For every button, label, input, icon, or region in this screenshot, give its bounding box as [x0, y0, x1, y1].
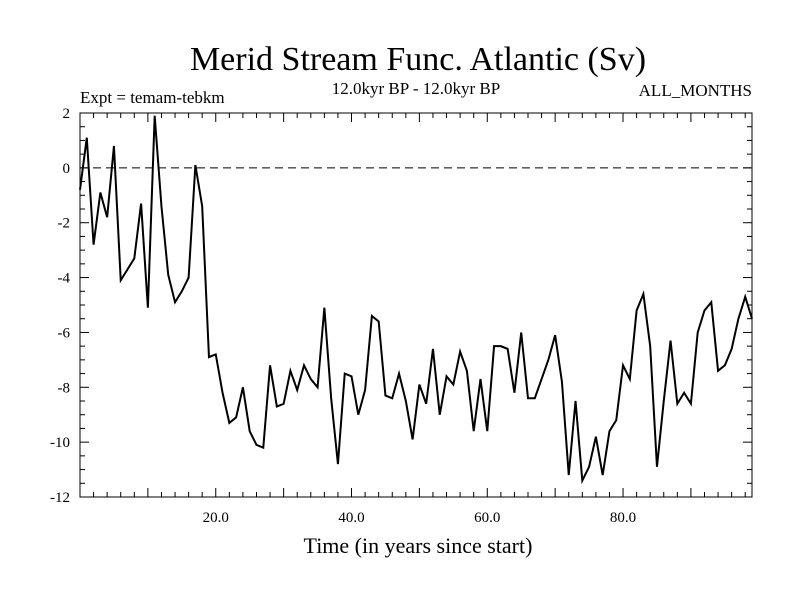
- x-tick-label: 20.0: [203, 510, 229, 526]
- chart-title: Merid Stream Func. Atlantic (Sv): [190, 41, 646, 78]
- period-label: 12.0kyr BP - 12.0kyr BP: [332, 79, 500, 98]
- y-tick-label: 2: [63, 106, 71, 122]
- y-tick-label: 0: [63, 161, 71, 177]
- x-axis-label: Time (in years since start): [304, 533, 533, 558]
- axis-tick-labels: 20.0 40.0 60.0 80.0 2 0 -2 -4 -6 -8 -10 -12: [50, 106, 636, 526]
- y-tick-label: -2: [58, 216, 71, 232]
- series-line: [79, 115, 753, 485]
- plot-frame: [79, 112, 753, 498]
- y-tick-label: -12: [50, 490, 70, 506]
- y-tick-label: -8: [58, 380, 71, 396]
- x-tick-label: 40.0: [338, 510, 364, 526]
- y-tick-label: -4: [58, 271, 71, 287]
- experiment-label: Expt = temam-tebkm: [80, 88, 225, 107]
- months-label: ALL_MONTHS: [639, 81, 752, 100]
- y-tick-label: -6: [58, 325, 71, 341]
- x-tick-label: 80.0: [610, 510, 636, 526]
- axis-ticks: [80, 113, 752, 497]
- y-tick-label: -10: [50, 435, 70, 451]
- x-tick-label: 60.0: [474, 510, 500, 526]
